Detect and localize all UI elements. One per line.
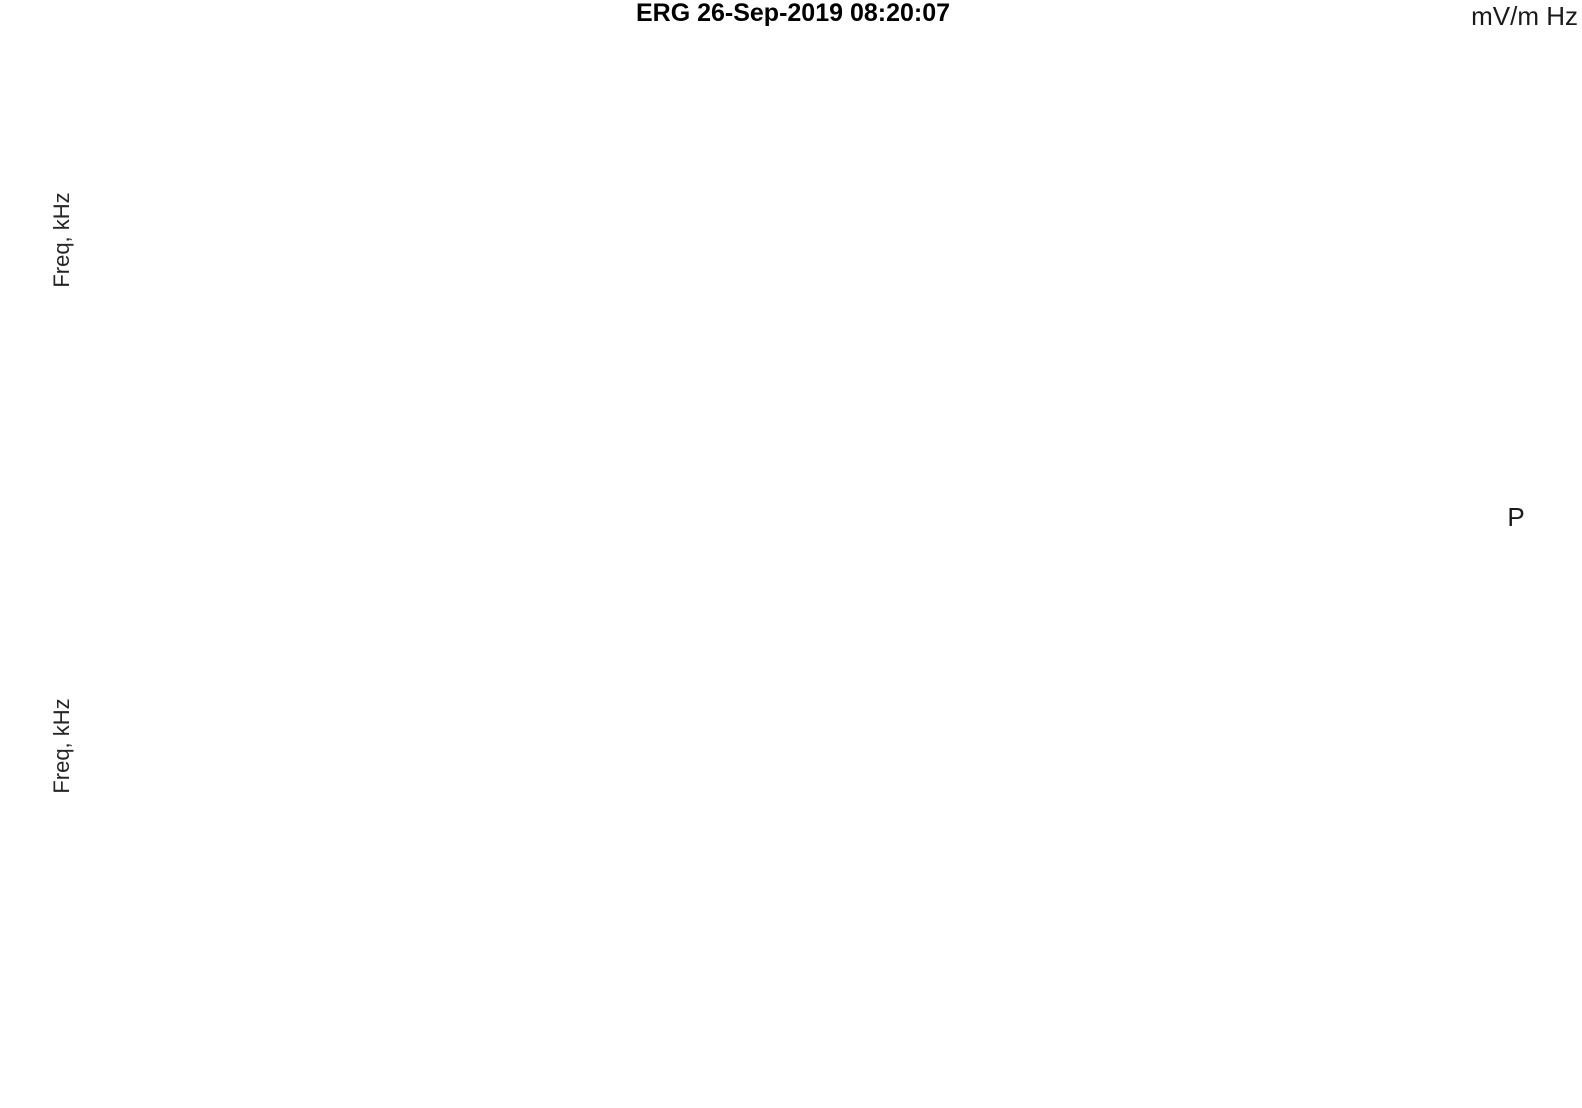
axes-overlay-canvas	[0, 0, 300, 150]
freq-axis-label-top: Freq, kHz	[48, 192, 74, 288]
plot-title: ERG 26-Sep-2019 08:20:07	[635, 0, 951, 27]
top-colorbar-title: mV/m Hz	[1471, 1, 1578, 31]
freq-axis-label-bottom: Freq, kHz	[48, 698, 74, 794]
bottom-colorbar-title: P	[1507, 502, 1525, 532]
